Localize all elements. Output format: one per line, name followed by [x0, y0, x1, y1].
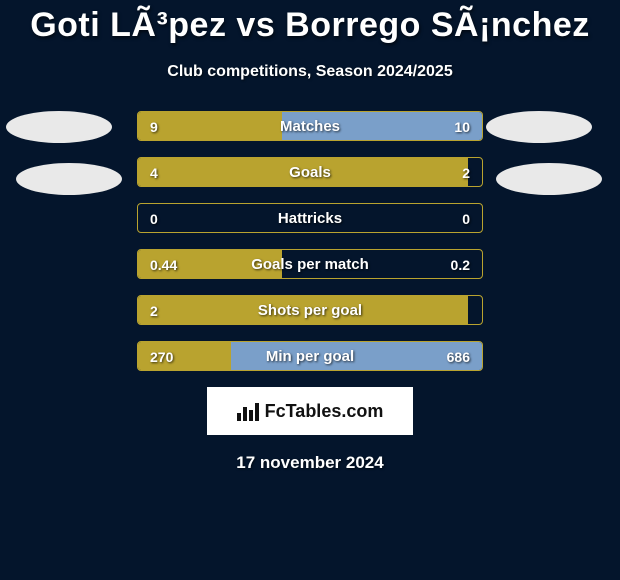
logo-text: FcTables.com	[265, 401, 384, 422]
page-title: Goti LÃ³pez vs Borrego SÃ¡nchez	[0, 0, 620, 45]
stat-row: 910Matches	[137, 111, 483, 141]
bar-left	[138, 250, 282, 278]
bar-chart-icon	[237, 401, 259, 421]
stat-row: 0 0Hattricks	[137, 203, 483, 233]
stat-row: 42Goals	[137, 157, 483, 187]
stat-row: 270686Min per goal	[137, 341, 483, 371]
player-silhouette	[6, 111, 112, 143]
stat-label: Hattricks	[138, 204, 482, 233]
comparison-chart: 910Matches 42Goals 0 0Hattricks 0.440.2Goals…	[0, 111, 620, 371]
bar-right	[231, 342, 482, 370]
footer-date: 17 november 2024	[0, 453, 620, 473]
bar-left	[138, 342, 231, 370]
player-silhouette	[496, 163, 602, 195]
bar-left	[138, 112, 282, 140]
stat-row: 0.440.2Goals per match	[137, 249, 483, 279]
page-subtitle: Club competitions, Season 2024/2025	[0, 63, 620, 81]
value-left: 0	[150, 204, 158, 233]
value-right: 0	[462, 204, 470, 233]
value-right: 0.2	[451, 250, 470, 279]
logo-box: FcTables.com	[207, 387, 413, 435]
bar-right	[282, 112, 482, 140]
player-silhouette	[486, 111, 592, 143]
bar-left	[138, 158, 468, 186]
player-silhouette	[16, 163, 122, 195]
bar-left	[138, 296, 468, 324]
stat-row: 2Shots per goal	[137, 295, 483, 325]
